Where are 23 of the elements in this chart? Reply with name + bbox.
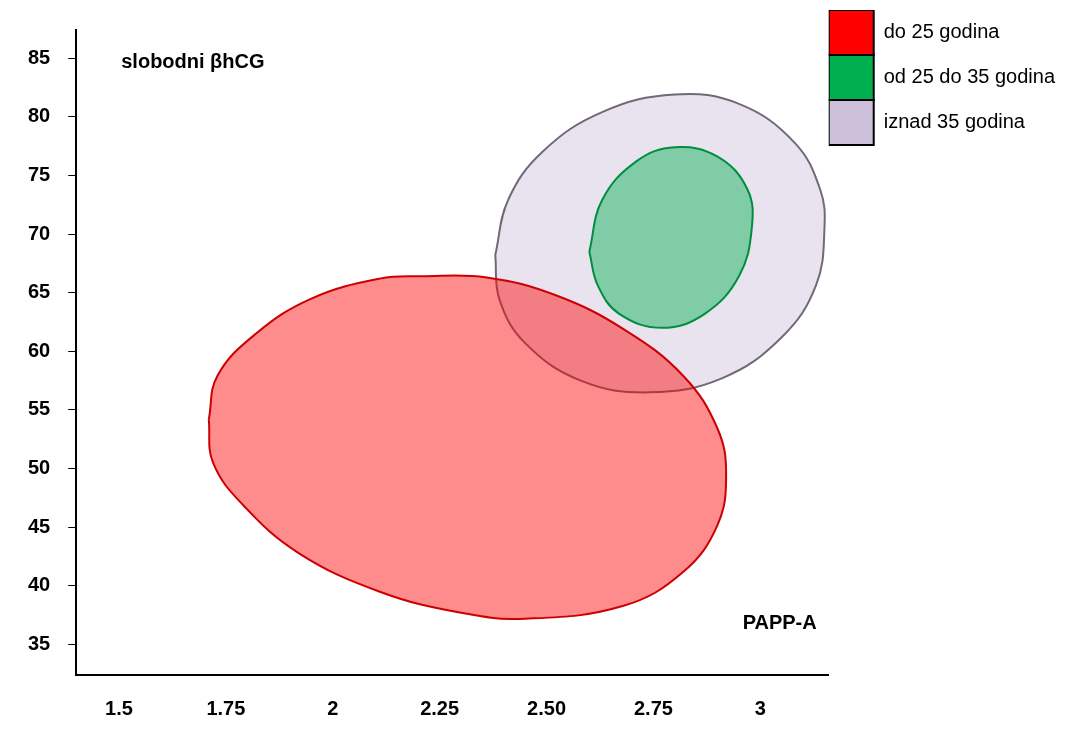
- x-tick-label: 1.75: [206, 696, 246, 719]
- y-tick-label: 70: [28, 221, 51, 244]
- y-axis-title: slobodni βhCG: [121, 49, 265, 72]
- y-tick-label: 35: [28, 632, 51, 655]
- y-tick-label: 65: [28, 280, 51, 303]
- y-tick-label: 55: [28, 397, 51, 420]
- x-axis-title: PAPP-A: [742, 610, 817, 633]
- y-tick-label: 75: [28, 162, 51, 185]
- y-tick-label: 45: [28, 514, 51, 537]
- legend-label: iznad 35 godina: [883, 110, 1026, 133]
- y-tick-label: 40: [28, 573, 51, 596]
- legend-label: od 25 do 35 godina: [883, 65, 1056, 88]
- x-tick-label: 2.25: [420, 696, 460, 719]
- y-tick-label: 85: [28, 45, 51, 68]
- y-tick-label: 50: [28, 456, 51, 479]
- y-tick-label: 60: [28, 338, 51, 361]
- x-tick-label: 3: [754, 696, 766, 719]
- x-tick-label: 2: [327, 696, 339, 719]
- x-tick-label: 2.75: [633, 696, 673, 719]
- legend-label: do 25 godina: [883, 20, 1001, 43]
- x-tick-label: 1.5: [105, 696, 133, 719]
- x-tick-label: 2.50: [527, 696, 567, 719]
- y-tick-label: 80: [28, 104, 51, 127]
